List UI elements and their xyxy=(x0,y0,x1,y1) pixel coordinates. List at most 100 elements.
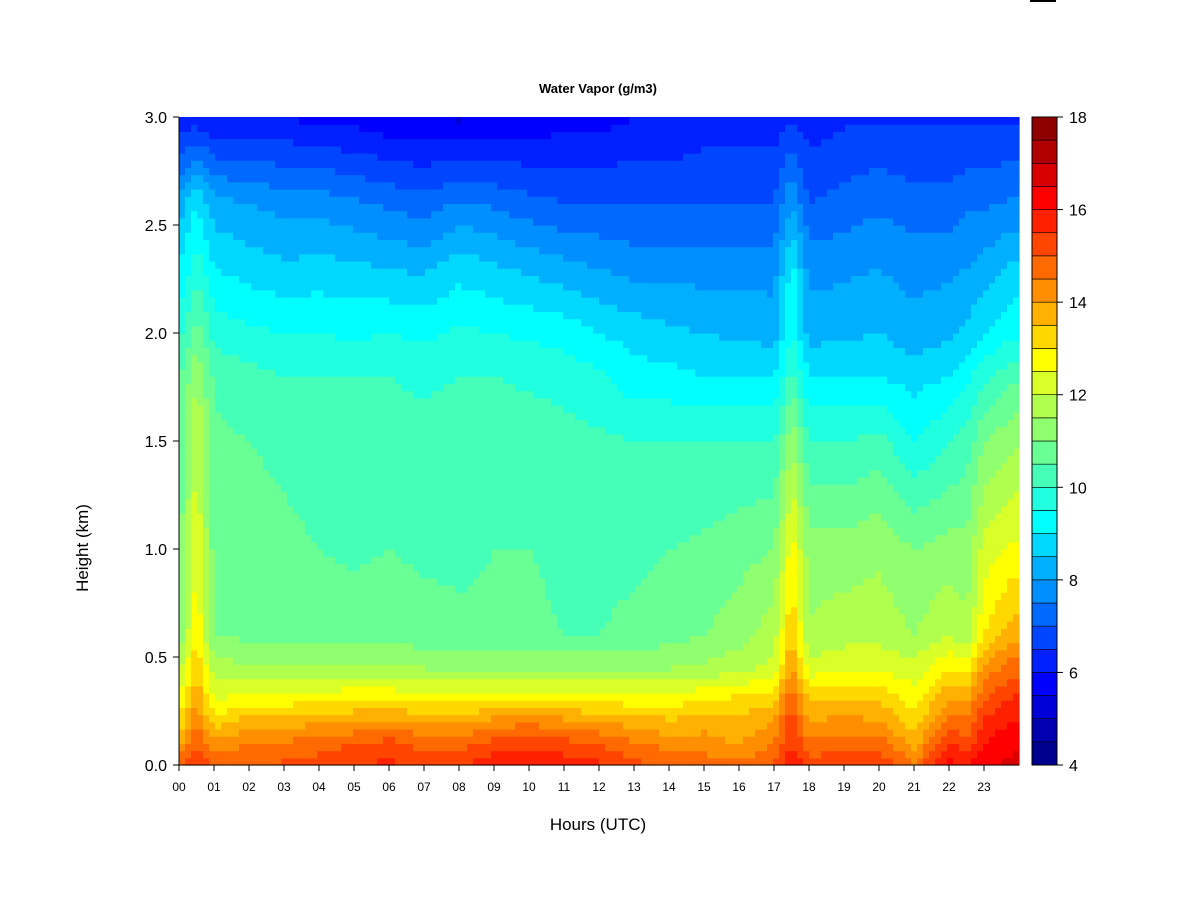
heatmap-cell xyxy=(329,239,336,248)
heatmap-cell xyxy=(269,340,276,348)
heatmap-cell xyxy=(395,743,402,752)
heatmap-cell xyxy=(377,520,384,528)
heatmap-cell xyxy=(251,405,258,413)
heatmap-cell xyxy=(389,448,396,456)
heatmap-cell xyxy=(323,189,330,197)
heatmap-cell xyxy=(407,325,414,334)
heatmap-cell xyxy=(347,153,354,161)
heatmap-cell xyxy=(377,203,384,212)
heatmap-cell xyxy=(245,361,252,370)
heatmap-cell xyxy=(425,657,432,665)
heatmap-cell xyxy=(323,477,330,485)
heatmap-cell xyxy=(227,217,234,226)
heatmap-cell xyxy=(377,621,384,629)
heatmap-cell xyxy=(281,145,288,154)
heatmap-cell xyxy=(467,592,474,600)
heatmap-cell xyxy=(269,570,276,579)
heatmap-cell xyxy=(401,556,408,564)
heatmap-cell xyxy=(473,563,480,572)
heatmap-cell xyxy=(275,261,282,269)
heatmap-cell xyxy=(497,225,504,233)
heatmap-cell xyxy=(437,570,444,579)
heatmap-cell xyxy=(401,210,408,219)
heatmap-cell xyxy=(341,707,348,716)
heatmap-cell xyxy=(359,757,366,766)
heatmap-cell xyxy=(353,217,360,226)
heatmap-cell xyxy=(341,714,348,723)
heatmap-cell xyxy=(419,333,426,341)
heatmap-cell xyxy=(341,455,348,464)
heatmap-cell xyxy=(215,491,222,500)
heatmap-cell xyxy=(425,570,432,579)
heatmap-cell xyxy=(281,642,288,651)
heatmap-cell xyxy=(209,239,216,248)
heatmap-cell xyxy=(215,405,222,413)
heatmap-cell xyxy=(203,484,210,492)
heatmap-cell xyxy=(185,311,192,320)
heatmap-cell xyxy=(263,685,270,694)
heatmap-cell xyxy=(419,491,426,500)
heatmap-cell xyxy=(233,729,240,737)
heatmap-cell xyxy=(197,613,204,622)
heatmap-cell xyxy=(329,707,336,716)
heatmap-cell xyxy=(419,750,426,759)
heatmap-cell xyxy=(365,577,372,586)
heatmap-cell xyxy=(401,549,408,557)
heatmap-cell xyxy=(389,736,396,744)
heatmap-cell xyxy=(353,549,360,557)
heatmap-cell xyxy=(245,484,252,492)
heatmap-cell xyxy=(371,153,378,161)
heatmap-cell xyxy=(329,469,336,478)
heatmap-cell xyxy=(407,693,414,701)
heatmap-cell xyxy=(461,513,468,521)
heatmap-cell xyxy=(413,635,420,644)
heatmap-cell xyxy=(251,714,258,723)
heatmap-cell xyxy=(461,613,468,622)
heatmap-cell xyxy=(239,318,246,327)
heatmap-cell xyxy=(503,153,510,161)
heatmap-cell xyxy=(293,196,300,204)
heatmap-cell xyxy=(353,520,360,528)
heatmap-cell xyxy=(365,621,372,629)
heatmap-cell xyxy=(245,664,252,672)
heatmap-cell xyxy=(197,383,204,392)
heatmap-cell xyxy=(491,743,498,752)
heatmap-cell xyxy=(221,642,228,651)
heatmap-cell xyxy=(371,196,378,204)
heatmap-cell xyxy=(185,412,192,420)
heatmap-cell xyxy=(491,419,498,428)
heatmap-cell xyxy=(293,585,300,593)
heatmap-cell xyxy=(479,217,486,226)
heatmap-cell xyxy=(299,196,306,204)
heatmap-cell xyxy=(473,671,480,680)
heatmap-cell xyxy=(473,433,480,442)
heatmap-cell xyxy=(329,318,336,327)
heatmap-cell xyxy=(209,196,216,204)
heatmap-cell xyxy=(209,599,216,608)
heatmap-cell xyxy=(371,304,378,312)
heatmap-cell xyxy=(329,700,336,708)
heatmap-cell xyxy=(509,613,516,622)
heatmap-cell xyxy=(293,131,300,140)
heatmap-cell xyxy=(431,397,438,406)
heatmap-cell xyxy=(227,757,234,766)
heatmap-cell xyxy=(197,649,204,658)
heatmap-cell xyxy=(257,577,264,586)
heatmap-cell xyxy=(365,361,372,370)
heatmap-cell xyxy=(269,729,276,737)
heatmap-cell xyxy=(305,505,312,514)
heatmap-cell xyxy=(233,714,240,723)
heatmap-cell xyxy=(407,613,414,622)
heatmap-cell xyxy=(461,671,468,680)
heatmap-cell xyxy=(449,232,456,240)
heatmap-cell xyxy=(413,117,420,125)
heatmap-cell xyxy=(293,117,300,125)
heatmap-cell xyxy=(413,318,420,327)
heatmap-cell xyxy=(305,246,312,255)
heatmap-cell xyxy=(191,340,198,348)
heatmap-cell xyxy=(449,693,456,701)
heatmap-cell xyxy=(335,174,342,183)
heatmap-cell xyxy=(407,513,414,521)
heatmap-cell xyxy=(347,628,354,636)
heatmap-cell xyxy=(317,297,324,305)
